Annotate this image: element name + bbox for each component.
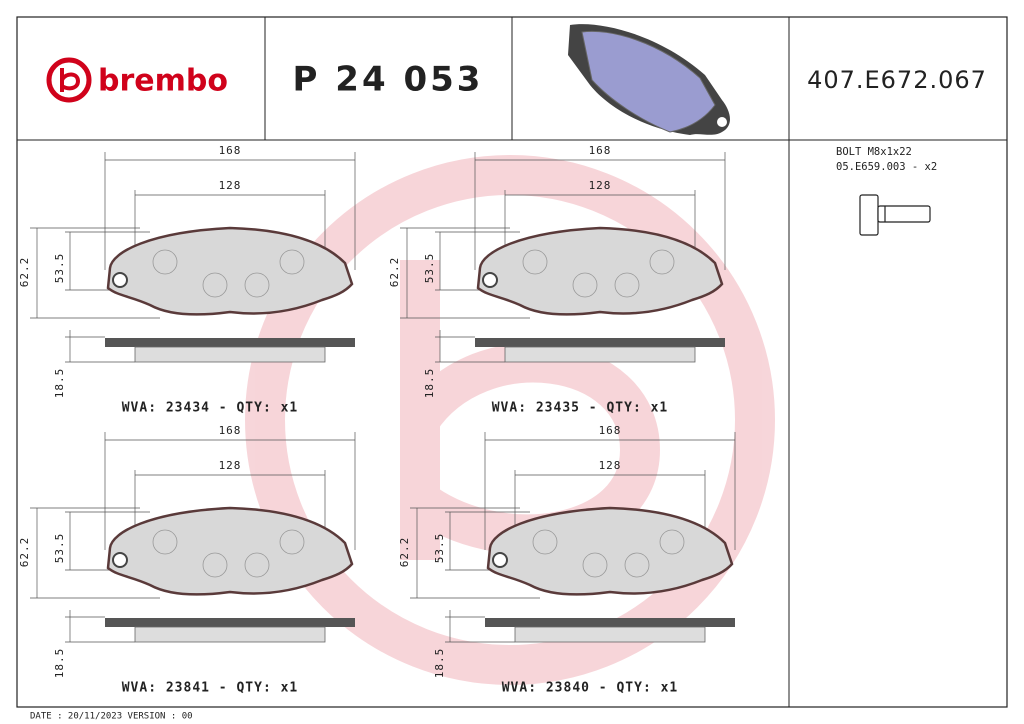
dim-height: 62.2 [18,537,31,568]
pad-feature [152,249,178,275]
side-plate [485,618,735,627]
pad-feature [532,529,558,555]
backing-plate [106,226,354,316]
side-plate [105,618,355,627]
pad-label: WVA: 23840 - QTY: x1 [502,681,679,696]
dim-inner-height: 53.5 [53,533,66,564]
dim-inner: 128 [599,459,622,472]
pad-illustration [568,24,730,135]
pad-feature [202,272,228,298]
backing-plate [476,226,724,316]
bolt-title: BOLT M8x1x22 [836,146,912,158]
pad-feature [659,529,685,555]
bolt-icon [859,194,931,236]
dim-thickness: 18.5 [53,648,66,679]
part-code: P 24 053 [293,60,484,100]
pad-drawing: 168 128 62.2 53.5 18.5 WVA: 23841 - QTY: x1 [18,424,356,696]
logo-text: brembo [98,64,228,99]
pad-feature [522,249,548,275]
pad-feature [614,272,640,298]
pad-drawing: 168 128 62.2 53.5 18.5 WVA: 23840 - QTY: x1 [398,424,736,696]
ear-hole [482,272,498,288]
dim-height: 62.2 [18,257,31,288]
brembo-logo: brembo [46,57,228,103]
dim-width: 168 [599,424,622,437]
side-lining [134,626,326,643]
dim-width: 168 [589,144,612,157]
side-plate [475,338,725,347]
bolt-ref: 05.E659.003 - x2 [836,161,937,173]
dim-thickness: 18.5 [53,368,66,399]
dim-width: 168 [219,144,242,157]
reference: 407.E672.067 [807,66,987,94]
pad-feature [582,552,608,578]
backing-plate [486,506,734,596]
pad-label: WVA: 23435 - QTY: x1 [492,401,669,416]
dim-inner-height: 53.5 [423,253,436,284]
side-lining [514,626,706,643]
dim-inner-height: 53.5 [433,533,446,564]
dim-thickness: 18.5 [423,368,436,399]
pad-feature [624,552,650,578]
dim-inner: 128 [589,179,612,192]
pad-feature [649,249,675,275]
dim-inner-height: 53.5 [53,253,66,284]
dim-height: 62.2 [388,257,401,288]
ear-hole [112,552,128,568]
ear-hole [492,552,508,568]
footer: DATE : 20/11/2023 VERSION : 00 [30,712,193,722]
pad-feature [202,552,228,578]
side-lining [504,346,696,363]
dim-inner: 128 [219,459,242,472]
pad-feature [279,529,305,555]
side-plate [105,338,355,347]
pad-feature [244,272,270,298]
dim-height: 62.2 [398,537,411,568]
pad-feature [152,529,178,555]
backing-plate [106,506,354,596]
pad-feature [572,272,598,298]
pad-feature [244,552,270,578]
pad-label: WVA: 23434 - QTY: x1 [122,401,299,416]
pad-drawing: 168 128 62.2 53.5 18.5 WVA: 23434 - QTY: x1 [18,144,356,416]
side-lining [134,346,326,363]
pad-drawing: 168 128 62.2 53.5 18.5 WVA: 23435 - QTY: x1 [388,144,726,416]
dim-inner: 128 [219,179,242,192]
ear-hole [112,272,128,288]
dim-thickness: 18.5 [433,648,446,679]
pad-label: WVA: 23841 - QTY: x1 [122,681,299,696]
dim-width: 168 [219,424,242,437]
pad-feature [279,249,305,275]
